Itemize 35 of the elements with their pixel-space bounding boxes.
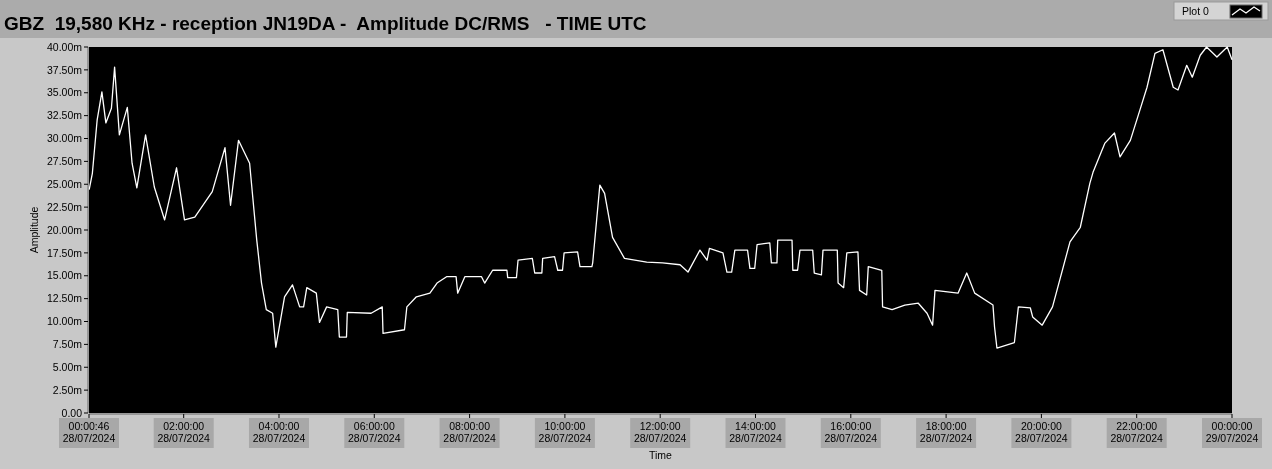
y-tick-label: 27.50m (46, 155, 83, 168)
x-tick-label: 04:00:00 28/07/2024 (252, 420, 306, 444)
x-tick-label: 20:00:00 28/07/2024 (1015, 420, 1068, 444)
y-tick-label: 10.00m (46, 315, 83, 328)
x-tick-label: 00:00:00 29/07/2024 (1205, 420, 1259, 444)
x-tick-label: 10:00:00 28/07/2024 (538, 420, 592, 444)
y-tick-label: 32.50m (46, 109, 83, 122)
x-tick-label: 16:00:00 28/07/2024 (824, 420, 878, 444)
x-tick-label: 12:00:00 28/07/2024 (633, 420, 687, 444)
legend-label: Plot 0 (1182, 5, 1210, 17)
x-axis-title: Time (649, 449, 673, 461)
x-tick-label: 08:00:00 28/07/2024 (443, 420, 497, 444)
x-tick-label: 00:00:46 28/07/2024 (62, 420, 116, 444)
y-tick-label: 37.50m (46, 63, 83, 76)
line-series (88, 46, 1233, 349)
y-tick-label: 35.00m (46, 86, 83, 99)
x-tick-label: 02:00:00 28/07/2024 (157, 420, 211, 444)
y-tick-label: 30.00m (46, 132, 83, 145)
y-tick-label: 5.00m (52, 360, 83, 373)
x-tick-label: 22:00:00 28/07/2024 (1110, 420, 1164, 444)
y-tick-label: 17.50m (46, 246, 83, 259)
y-tick-label: 40.00m (46, 40, 83, 53)
y-tick-label: 15.00m (46, 269, 83, 282)
x-tick-label: 14:00:00 28/07/2024 (729, 420, 782, 444)
y-tick-label: 2.50m (52, 383, 83, 396)
x-tick-label: 18:00:00 28/07/2024 (919, 420, 973, 444)
y-tick-label: 0.00 (61, 406, 83, 419)
y-tick-label: 7.50m (52, 338, 83, 351)
x-tick-label: 06:00:00 28/07/2024 (348, 420, 401, 444)
y-axis-title: Amplitude (28, 206, 40, 254)
y-tick-label: 22.50m (46, 200, 83, 213)
y-tick-label: 25.00m (46, 177, 83, 190)
y-tick-label: 20.00m (46, 223, 83, 236)
y-tick-label: 12.50m (46, 292, 83, 305)
chart-title: GBZ 19,580 KHz - reception JN19DA - Amplitude DC/RMS - TIME UTC (4, 13, 647, 34)
